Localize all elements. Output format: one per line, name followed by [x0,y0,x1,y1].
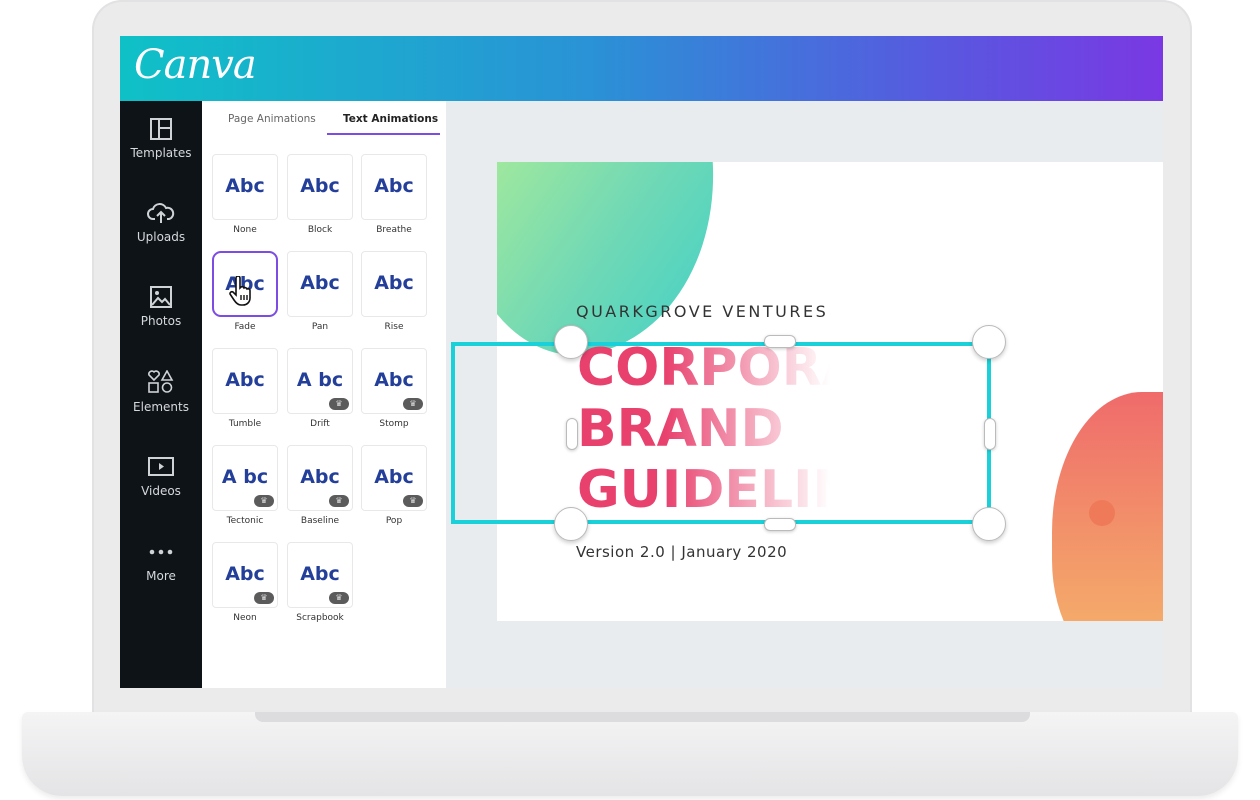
animation-label: Drift [310,419,330,429]
laptop-hinge [255,712,1030,722]
sidebar-label: Videos [141,484,181,498]
animation-tile-baseline[interactable]: Abc ♛ [287,445,353,511]
sidebar-item-elements[interactable]: Elements [120,370,202,440]
animation-label: Block [307,225,333,235]
sidebar-item-templates[interactable]: Templates [120,118,202,188]
resize-handle-left[interactable] [566,418,578,450]
sidebar-label: Elements [133,400,189,414]
animation-tile-scrapbook[interactable]: Abc ♛ [287,542,353,608]
hand-cursor-icon [229,276,251,306]
animation-tile-rise[interactable]: Abc [361,251,427,317]
animation-label: Breathe [376,225,412,235]
premium-crown-icon: ♛ [254,592,274,604]
animation-preview: Abc [225,369,265,391]
resize-handle-bottom-right[interactable] [972,507,1006,541]
animation-preview: Abc [300,466,340,488]
animation-tile-fade[interactable]: Abc [212,251,278,317]
selection-box[interactable] [451,342,991,524]
animation-label: None [233,225,257,235]
animation-preview: Abc [225,175,265,197]
resize-handle-top-right[interactable] [972,325,1006,359]
sidebar-item-photos[interactable]: Photos [120,286,202,356]
animation-label: Tumble [228,419,262,429]
company-name[interactable]: QUARKGROVE VENTURES [576,302,829,321]
animation-tile-block[interactable]: Abc [287,154,353,220]
active-tab-indicator [327,133,440,135]
animation-label: Tectonic [226,516,264,526]
resize-handle-top-left[interactable] [554,325,588,359]
animation-tile-pop[interactable]: Abc ♛ [361,445,427,511]
animation-tile-pan[interactable]: Abc [287,251,353,317]
animation-tile-tumble[interactable]: Abc [212,348,278,414]
animation-preview: Abc [374,369,414,391]
animation-label: Neon [233,613,257,623]
slide-canvas: QUARKGROVE VENTURES CORPORATE BRAND GUID… [497,162,1163,621]
cloud-upload-icon [147,203,175,223]
tab-text-animations[interactable]: Text Animations [343,113,439,125]
slide-title[interactable]: CORPORATE BRAND GUIDELINES [577,338,929,521]
animation-tile-drift[interactable]: A bc ♛ [287,348,353,414]
animation-preview: Abc [225,563,265,585]
sidebar-label: Templates [130,146,192,160]
version-text[interactable]: Version 2.0 | January 2020 [576,543,788,561]
sidebar-label: Uploads [136,230,186,244]
resize-handle-right[interactable] [984,418,996,450]
premium-crown-icon: ♛ [329,398,349,410]
animation-label: Pop [385,516,403,526]
premium-crown-icon: ♛ [254,495,274,507]
resize-handle-bottom[interactable] [764,518,796,531]
animation-preview: Abc [300,175,340,197]
layout-icon [150,118,172,140]
animations-panel: Page Animations Text Animations Abc None A… [202,101,446,688]
sidebar-item-more[interactable]: More [120,545,202,615]
animation-label: Stomp [379,419,409,429]
premium-crown-icon: ♛ [329,592,349,604]
premium-crown-icon: ♛ [403,495,423,507]
resize-handle-bottom-left[interactable] [554,507,588,541]
animation-tile-tectonic[interactable]: A bc ♛ [212,445,278,511]
animation-preview: Abc [300,272,340,294]
animation-tile-neon[interactable]: Abc ♛ [212,542,278,608]
shapes-icon [148,370,174,393]
animation-label: Baseline [300,516,340,526]
canva-logo[interactable]: Canva [134,42,257,88]
animation-label: Fade [234,322,256,332]
resize-handle-top[interactable] [764,335,796,348]
laptop-base [22,712,1238,796]
animation-label: Pan [311,322,329,332]
sidebar: Templates Uploads Photos Elements Videos… [120,101,202,688]
sidebar-item-videos[interactable]: Videos [120,456,202,526]
premium-crown-icon: ♛ [403,398,423,410]
animation-preview: A bc [221,466,269,488]
animation-label: Scrapbook [296,613,344,623]
animation-preview: Abc [374,175,414,197]
sidebar-label: More [146,569,176,583]
image-icon [150,286,172,308]
title-line: BRAND [577,399,784,459]
animation-tile-stomp[interactable]: Abc ♛ [361,348,427,414]
animation-preview: Abc [374,272,414,294]
tab-page-animations[interactable]: Page Animations [228,113,316,125]
top-bar: Canva [120,36,1163,101]
video-icon [148,457,174,476]
animation-preview: Abc [374,466,414,488]
premium-crown-icon: ♛ [329,495,349,507]
more-dots-icon [149,549,173,555]
animation-preview: A bc [296,369,344,391]
animation-tile-breathe[interactable]: Abc [361,154,427,220]
animation-label: Rise [384,322,404,332]
sidebar-item-uploads[interactable]: Uploads [120,202,202,272]
title-line: CORPORATE [577,338,929,398]
sidebar-label: Photos [140,314,182,328]
animation-preview: Abc [300,563,340,585]
animation-tile-none[interactable]: Abc [212,154,278,220]
title-line: GUIDELINES [577,460,929,520]
animation-preview: Abc [225,273,265,295]
orange-dot-decoration [1089,500,1115,526]
